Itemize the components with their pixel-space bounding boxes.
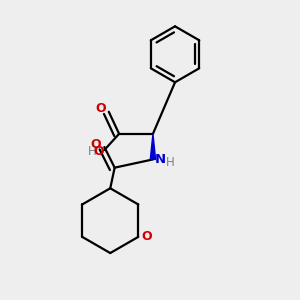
Text: H: H xyxy=(88,145,96,158)
Text: O: O xyxy=(93,145,104,158)
Text: O: O xyxy=(141,230,152,243)
Polygon shape xyxy=(150,134,156,159)
Text: N: N xyxy=(155,153,166,166)
Text: H: H xyxy=(166,157,175,169)
Text: O: O xyxy=(91,138,101,151)
Text: O: O xyxy=(95,102,106,115)
